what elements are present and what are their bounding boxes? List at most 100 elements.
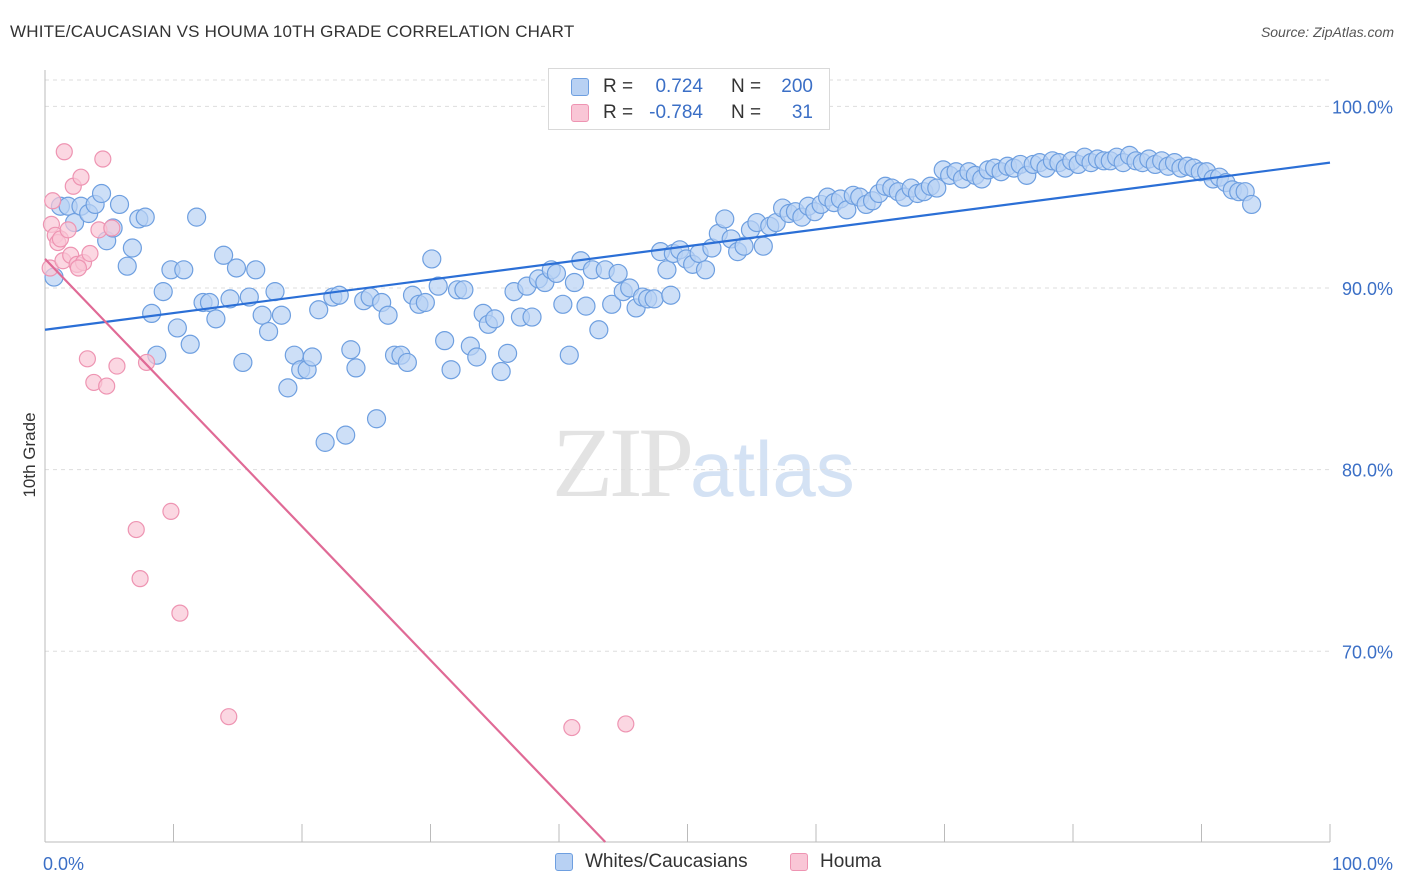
white-caucasian-point [927, 178, 947, 198]
r-value: -0.784 [649, 102, 703, 123]
white-caucasian-point [117, 256, 137, 276]
white-caucasian-point [109, 194, 130, 215]
houma-point [44, 192, 62, 210]
white-caucasian-point [265, 282, 285, 302]
houma-point [171, 604, 189, 622]
watermark-atlas: atlas [690, 425, 855, 513]
white-caucasian-point [491, 361, 511, 382]
white-caucasian-point [142, 303, 162, 324]
white-caucasian-point [753, 236, 773, 256]
white-caucasian-point [415, 292, 435, 313]
white-caucasian-point [91, 183, 112, 204]
houma-point [78, 350, 97, 368]
houma-trendline [44, 258, 607, 843]
white-caucasian-point [278, 378, 298, 398]
white-caucasian-point [187, 207, 207, 227]
white-caucasian-point [135, 207, 155, 227]
houma-point [563, 718, 581, 737]
legend-item-houma[interactable]: Houma [790, 851, 881, 873]
legend-label-houma: Houma [820, 851, 882, 872]
houma-point [131, 570, 149, 588]
white-caucasian-point [220, 289, 240, 309]
white-caucasian-point [246, 260, 266, 280]
houma-point [41, 259, 59, 277]
white-caucasian-point [252, 305, 272, 325]
white-caucasian-point [153, 282, 173, 302]
legend-label-whites: Whites/Caucasians [585, 851, 748, 872]
houma-point [72, 168, 90, 186]
white-caucasian-point [174, 260, 194, 280]
watermark: ZIPatlas [552, 405, 855, 520]
legend-item-whites[interactable]: Whites/Caucasians [555, 851, 748, 873]
white-caucasian-point [498, 343, 518, 363]
houma-point [98, 377, 116, 395]
watermark-zip: ZIP [552, 407, 694, 518]
white-caucasian-point [329, 285, 349, 305]
white-caucasian-point [226, 258, 247, 278]
y-tick-label: 70.0% [1342, 642, 1393, 662]
white-caucasian-point [206, 309, 226, 329]
white-caucasian-point [559, 345, 579, 365]
x-tick-label: 0.0% [43, 854, 84, 874]
pink-swatch [571, 104, 589, 122]
legend-row-houma: R = -0.784 N = 31 [571, 101, 813, 125]
blue-swatch [571, 78, 589, 96]
white-caucasian-point [608, 263, 628, 284]
white-caucasian-point [315, 432, 335, 452]
white-caucasian-point [341, 340, 361, 360]
white-caucasian-point [214, 245, 234, 265]
houma-point [137, 353, 156, 372]
houma-point [127, 520, 145, 539]
houma-point [108, 357, 126, 375]
y-tick-label: 90.0% [1342, 279, 1393, 299]
houma-point [55, 143, 73, 161]
white-caucasian-point [734, 236, 754, 256]
white-caucasian-point [546, 263, 567, 284]
x-tick-label: 100.0% [1332, 854, 1393, 874]
houma-point [81, 244, 99, 263]
white-caucasian-point [309, 300, 329, 320]
y-tick-label: 80.0% [1342, 461, 1393, 481]
n-label: N = [731, 76, 762, 97]
white-caucasian-trendline [44, 161, 1331, 331]
white-caucasian-point [522, 307, 542, 327]
white-caucasian-point [167, 318, 187, 338]
white-caucasian-point [428, 276, 448, 296]
n-value: 31 [791, 102, 813, 123]
white-caucasian-point [657, 260, 677, 280]
white-caucasian-point [336, 425, 356, 445]
white-caucasian-point [435, 331, 455, 351]
r-label: R = [603, 76, 634, 97]
white-caucasian-point [122, 238, 142, 258]
white-caucasian-point [258, 321, 279, 342]
houma-point [220, 708, 238, 726]
y-tick-label: 100.0% [1332, 97, 1393, 117]
white-caucasian-point [378, 305, 398, 325]
r-label: R = [603, 102, 634, 123]
houma-point [162, 502, 180, 521]
houma-point [103, 219, 121, 237]
white-caucasian-point [576, 296, 596, 316]
white-caucasian-point [715, 209, 735, 229]
white-caucasian-point [397, 352, 417, 373]
white-caucasian-point [271, 305, 292, 325]
white-caucasian-point [302, 347, 322, 367]
pink-swatch [790, 853, 808, 871]
correlation-legend: R = 0.724 N = 200 R = -0.784 N = 31 [548, 68, 830, 130]
series-legend: Whites/Caucasians Houma [0, 851, 1406, 879]
white-caucasian-point [644, 289, 664, 309]
white-caucasian-point [366, 409, 387, 429]
white-caucasian-point [422, 249, 442, 269]
houma-point [59, 221, 77, 239]
n-label: N = [731, 102, 762, 123]
white-caucasian-point [589, 320, 609, 340]
houma-point [617, 715, 635, 733]
houma-point [94, 150, 112, 168]
white-caucasian-point [602, 294, 622, 314]
white-caucasian-point [346, 358, 366, 378]
white-caucasian-point [233, 352, 253, 373]
white-caucasian-point [1242, 194, 1262, 215]
white-caucasian-point [564, 272, 585, 293]
white-caucasian-point [661, 285, 681, 305]
